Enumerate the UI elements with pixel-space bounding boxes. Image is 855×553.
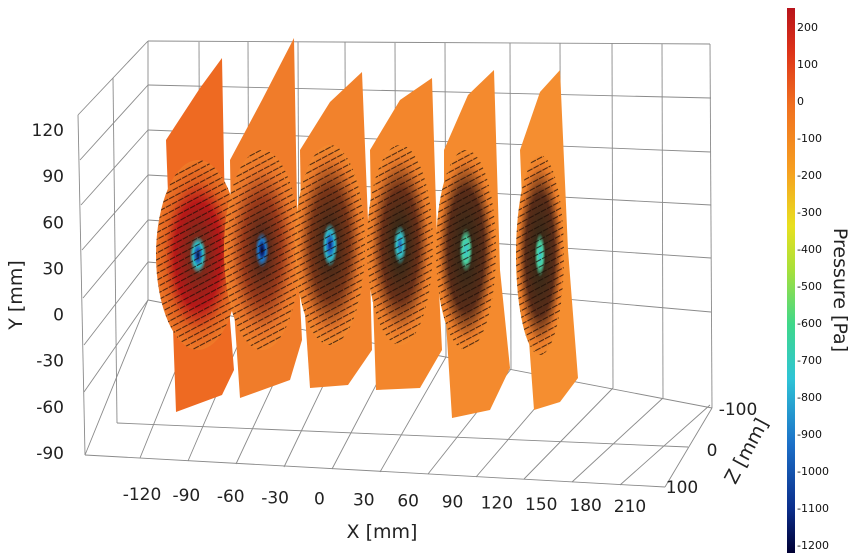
colorbar-tick-label: -100	[797, 132, 822, 145]
colorbar-tick-label: -700	[797, 354, 822, 367]
x-tick-label: -60	[217, 487, 245, 507]
y-tick-label: -90	[36, 444, 64, 464]
colorbar-tick-label: -200	[797, 169, 822, 182]
colorbar-tick-label: -900	[797, 428, 822, 441]
x-axis-label: X [mm]	[347, 521, 418, 543]
y-axis-label: Y [mm]	[5, 260, 27, 331]
z-axis-ticks: -100 0 100	[666, 400, 758, 498]
y-tick-label: 120	[32, 121, 64, 141]
colorbar-tick-label: 100	[797, 58, 818, 71]
pressure-slice	[295, 72, 372, 388]
x-tick-label: -120	[123, 485, 162, 505]
colorbar-tick-label: -1200	[797, 539, 829, 552]
x-tick-label: 210	[614, 497, 646, 517]
colorbar-tick-label: -500	[797, 280, 822, 293]
x-tick-label: 0	[314, 489, 325, 509]
pressure-slice	[367, 78, 442, 390]
y-tick-label: 30	[42, 259, 64, 279]
y-tick-label: 90	[42, 167, 64, 187]
colorbar-tick-label: -1100	[797, 502, 829, 515]
y-tick-label: -60	[36, 398, 64, 418]
colorbar-tick-label: -400	[797, 243, 822, 256]
colorbar-tick-label: 200	[797, 21, 818, 34]
y-tick-label: 60	[42, 213, 64, 233]
x-tick-label: 30	[353, 490, 375, 510]
pressure-slice	[516, 70, 578, 410]
x-tick-label: 90	[442, 493, 464, 513]
pressure-slice	[156, 58, 240, 412]
colorbar-tick-label: -600	[797, 317, 822, 330]
colorbar-tick-label: -1000	[797, 465, 829, 478]
z-tick-label: 100	[666, 478, 698, 498]
colorbar-label: Pressure [Pa]	[829, 228, 851, 352]
z-axis-label: Z [mm]	[720, 415, 773, 488]
x-tick-label: -90	[172, 486, 200, 506]
y-axis-ticks: 120 90 60 30 0 -30 -60 -90	[32, 121, 64, 464]
x-tick-label: 120	[481, 494, 513, 514]
x-tick-label: 180	[569, 496, 601, 516]
x-tick-label: 60	[397, 492, 419, 512]
y-tick-label: -30	[36, 352, 64, 372]
colorbar	[787, 8, 795, 553]
z-tick-label: -100	[719, 400, 758, 420]
grid-left-wall	[77, 40, 149, 456]
x-axis-ticks: -120 -90 -60 -30 0 30 60 90 120 150 180 210	[123, 485, 647, 517]
pressure-slice	[436, 70, 510, 418]
x-tick-label: 150	[525, 495, 557, 515]
colorbar-ticks: 200 100 0 -100 -200 -300 -400 -500 -600 -700 -800 -…	[797, 21, 829, 552]
x-tick-label: -30	[261, 488, 289, 508]
colorbar-tick-label: -300	[797, 206, 822, 219]
colorbar-tick-label: 0	[797, 95, 804, 108]
pressure-slice	[224, 38, 302, 398]
z-tick-label: 0	[707, 441, 718, 461]
colorbar-tick-label: -800	[797, 391, 822, 404]
y-tick-label: 0	[53, 306, 64, 326]
